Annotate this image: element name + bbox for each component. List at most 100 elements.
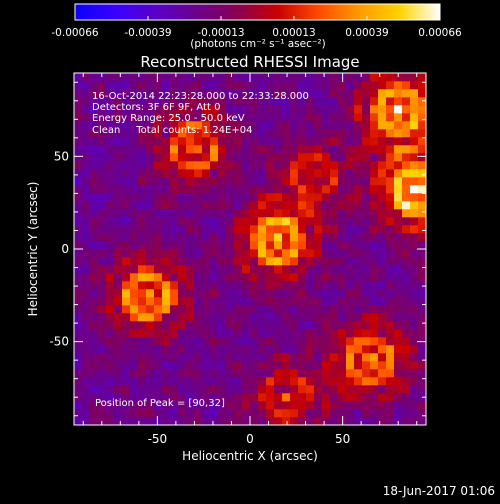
heatmap-cell	[146, 129, 155, 138]
heatmap-cell	[386, 393, 395, 402]
heatmap-cell	[130, 313, 139, 322]
heatmap-cell	[242, 209, 251, 218]
heatmap-cell	[362, 353, 371, 362]
heatmap-cell	[210, 313, 219, 322]
heatmap-cell	[378, 225, 387, 234]
heatmap-cell	[306, 145, 315, 154]
heatmap-cell	[378, 409, 387, 418]
heatmap-cell	[178, 89, 187, 98]
heatmap-cell	[218, 313, 227, 322]
heatmap-cell	[306, 257, 315, 266]
heatmap-cell	[298, 209, 307, 218]
heatmap-cell	[274, 393, 283, 402]
heatmap-cell	[362, 361, 371, 370]
heatmap-cell	[250, 153, 259, 162]
heatmap-cell	[338, 353, 347, 362]
heatmap-cell	[314, 393, 323, 402]
heatmap-cell	[354, 273, 363, 282]
heatmap-cell	[98, 153, 107, 162]
heatmap-cell	[106, 329, 115, 338]
heatmap-cell	[130, 201, 139, 210]
heatmap-cell	[178, 113, 187, 122]
heatmap-cell	[322, 369, 331, 378]
heatmap-cell	[122, 169, 131, 178]
heatmap-cell	[282, 321, 291, 330]
heatmap-cell	[194, 177, 203, 186]
heatmap-cell	[290, 241, 299, 250]
heatmap-cell	[266, 417, 275, 425]
heatmap-cell	[138, 305, 147, 314]
heatmap-cell	[378, 153, 387, 162]
heatmap-cell	[354, 361, 363, 370]
heatmap-cell	[90, 113, 99, 122]
heatmap-cell	[378, 305, 387, 314]
heatmap-cell	[106, 153, 115, 162]
heatmap-cell	[418, 377, 426, 386]
heatmap-cell	[402, 241, 411, 250]
heatmap-cell	[346, 169, 355, 178]
heatmap-cell	[90, 97, 99, 106]
heatmap-cell	[138, 353, 147, 362]
heatmap-cell	[330, 193, 339, 202]
heatmap-cell	[314, 377, 323, 386]
heatmap-cell	[274, 129, 283, 138]
heatmap-cell	[298, 273, 307, 282]
heatmap-cell	[226, 137, 235, 146]
heatmap-cell	[202, 345, 211, 354]
heatmap-cell	[306, 169, 315, 178]
heatmap-cell	[418, 401, 426, 410]
heatmap-cell	[82, 305, 91, 314]
heatmap-cell	[250, 281, 259, 290]
heatmap-cell	[354, 121, 363, 130]
heatmap-cell	[418, 345, 426, 354]
heatmap-cell	[218, 201, 227, 210]
heatmap-cell	[138, 321, 147, 330]
heatmap-cell	[322, 73, 331, 82]
heatmap-cell	[194, 281, 203, 290]
heatmap-cell	[306, 321, 315, 330]
heatmap-cell	[282, 185, 291, 194]
heatmap-cell	[226, 89, 235, 98]
heatmap-cell	[146, 201, 155, 210]
heatmap-cell	[98, 225, 107, 234]
heatmap-cell	[154, 409, 163, 418]
heatmap-cell	[418, 249, 426, 258]
heatmap-cell	[330, 241, 339, 250]
heatmap-cell	[218, 249, 227, 258]
heatmap-cell	[162, 361, 171, 370]
heatmap-cell	[218, 217, 227, 226]
heatmap-cell	[138, 209, 147, 218]
heatmap-cell	[138, 121, 147, 130]
heatmap-cell	[114, 393, 123, 402]
heatmap-cell	[322, 345, 331, 354]
heatmap-cell	[290, 297, 299, 306]
heatmap-cell	[282, 89, 291, 98]
heatmap-cell	[226, 393, 235, 402]
heatmap-cell	[258, 185, 267, 194]
heatmap-cell	[82, 361, 91, 370]
heatmap-cell	[82, 369, 91, 378]
heatmap-cell	[138, 401, 147, 410]
heatmap-cell	[370, 209, 379, 218]
heatmap-cell	[250, 353, 259, 362]
heatmap-cell	[378, 353, 387, 362]
heatmap-cell	[234, 193, 243, 202]
heatmap-cell	[386, 265, 395, 274]
heatmap-cell	[362, 249, 371, 258]
heatmap-cell	[90, 369, 99, 378]
heatmap-cell	[394, 305, 403, 314]
heatmap-cell	[266, 281, 275, 290]
heatmap-cell	[218, 81, 227, 90]
heatmap-cell	[338, 313, 347, 322]
heatmap-cell	[138, 249, 147, 258]
heatmap-cell	[362, 193, 371, 202]
heatmap-cell	[226, 313, 235, 322]
heatmap-cell	[258, 177, 267, 186]
heatmap-cell	[394, 161, 403, 170]
heatmap-cell	[130, 353, 139, 362]
heatmap-cell	[154, 225, 163, 234]
heatmap-cell	[322, 305, 331, 314]
heatmap-cell	[410, 121, 419, 130]
heatmap-cell	[306, 417, 315, 425]
heatmap-cell	[274, 329, 283, 338]
